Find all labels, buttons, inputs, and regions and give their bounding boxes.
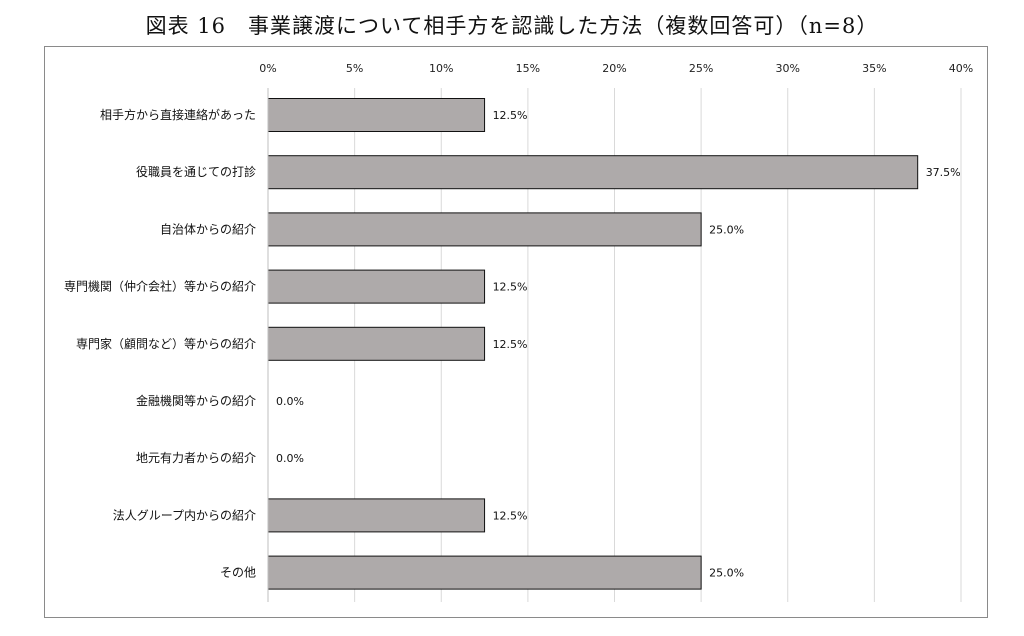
category-label: 金融機関等からの紹介 bbox=[136, 393, 256, 408]
data-label: 12.5% bbox=[493, 509, 528, 522]
category-label: 専門機関（仲介会社）等からの紹介 bbox=[64, 279, 256, 294]
category-label: その他 bbox=[220, 566, 256, 580]
chart-frame bbox=[44, 46, 988, 618]
data-label: 25.0% bbox=[709, 567, 744, 580]
bar bbox=[267, 555, 702, 590]
x-tick-label: 30% bbox=[776, 62, 800, 75]
category-label: 法人グループ内からの紹介 bbox=[113, 508, 256, 522]
bar bbox=[267, 498, 486, 533]
bar bbox=[267, 269, 486, 304]
x-tick-label: 35% bbox=[862, 62, 886, 75]
data-label: 25.0% bbox=[709, 223, 744, 236]
data-label: 12.5% bbox=[493, 281, 528, 294]
bar bbox=[267, 212, 702, 247]
category-label: 地元有力者からの紹介 bbox=[136, 451, 256, 465]
bar bbox=[267, 326, 486, 361]
x-tick-label: 20% bbox=[602, 62, 626, 75]
x-tick-label: 10% bbox=[429, 62, 453, 75]
chart-title: 図表 16 事業譲渡について相手方を認識した方法（複数回答可）（n=8） bbox=[145, 14, 879, 38]
bar bbox=[267, 155, 919, 190]
data-label: 12.5% bbox=[493, 338, 528, 351]
category-label: 役職員を通じての打診 bbox=[136, 164, 256, 179]
data-label: 12.5% bbox=[493, 109, 528, 122]
x-tick-label: 15% bbox=[516, 62, 540, 75]
data-label: 0.0% bbox=[276, 395, 304, 408]
x-tick-label: 5% bbox=[346, 62, 363, 75]
category-label: 相手方から直接連絡があった bbox=[100, 107, 256, 122]
data-label: 37.5% bbox=[926, 166, 961, 179]
x-tick-label: 25% bbox=[689, 62, 713, 75]
x-tick-label: 40% bbox=[949, 62, 973, 75]
data-label: 0.0% bbox=[276, 452, 304, 465]
x-tick-label: 0% bbox=[259, 62, 276, 75]
category-label: 専門家（顧問など）等からの紹介 bbox=[76, 336, 256, 351]
category-label: 自治体からの紹介 bbox=[160, 222, 256, 236]
bar bbox=[267, 98, 486, 132]
